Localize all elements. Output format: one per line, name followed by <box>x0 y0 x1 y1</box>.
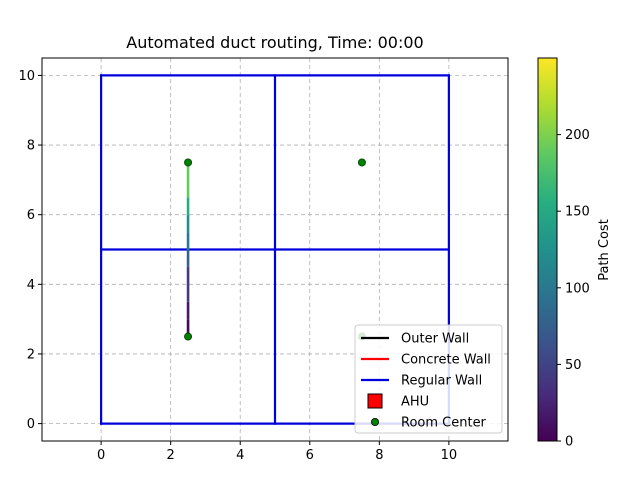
legend-label: Concrete Wall <box>401 353 491 368</box>
x-tick-label: 8 <box>375 448 383 463</box>
colorbar-label: Path Cost <box>597 219 612 281</box>
legend-label: AHU <box>401 395 429 410</box>
y-tick-label: 8 <box>27 139 35 154</box>
y-tick-label: 10 <box>18 69 35 84</box>
legend-swatch-circle <box>370 417 379 426</box>
colorbar-gradient <box>537 57 558 442</box>
chart-title: Automated duct routing, Time: 00:00 <box>126 33 423 52</box>
y-tick-label: 0 <box>27 417 35 432</box>
x-tick-label: 2 <box>167 448 175 463</box>
x-axis-ticks: 0 2 4 6 8 10 <box>97 441 457 463</box>
legend-label: Regular Wall <box>401 374 482 389</box>
legend-box <box>354 324 503 434</box>
x-tick-label: 4 <box>236 448 244 463</box>
legend-swatch-square <box>367 393 383 409</box>
room-center-point <box>357 158 366 167</box>
legend-label: Outer Wall <box>401 332 469 347</box>
room-center-point <box>184 158 193 167</box>
y-tick-label: 6 <box>27 208 35 223</box>
legend: Outer Wall Concrete Wall Regular Wall AHU Ro… <box>354 324 503 434</box>
x-tick-label: 0 <box>97 448 105 463</box>
colorbar-tick-label: 50 <box>565 358 582 373</box>
colorbar-tick-label: 100 <box>565 281 590 296</box>
legend-label: Room Center <box>401 416 487 431</box>
axes-frame <box>41 57 509 442</box>
colorbar-tick-label: 150 <box>565 205 590 220</box>
room-center-point <box>184 332 193 341</box>
x-tick-label: 10 <box>441 448 458 463</box>
x-tick-label: 6 <box>306 448 314 463</box>
colorbar-tick-label: 200 <box>565 128 590 143</box>
y-tick-label: 2 <box>27 347 35 362</box>
y-tick-label: 4 <box>27 278 35 293</box>
y-axis-ticks: 0 2 4 6 8 10 <box>18 69 42 432</box>
colorbar: Path Cost 0 50 100 150 200 <box>537 57 612 450</box>
colorbar-tick-label: 0 <box>565 435 573 450</box>
